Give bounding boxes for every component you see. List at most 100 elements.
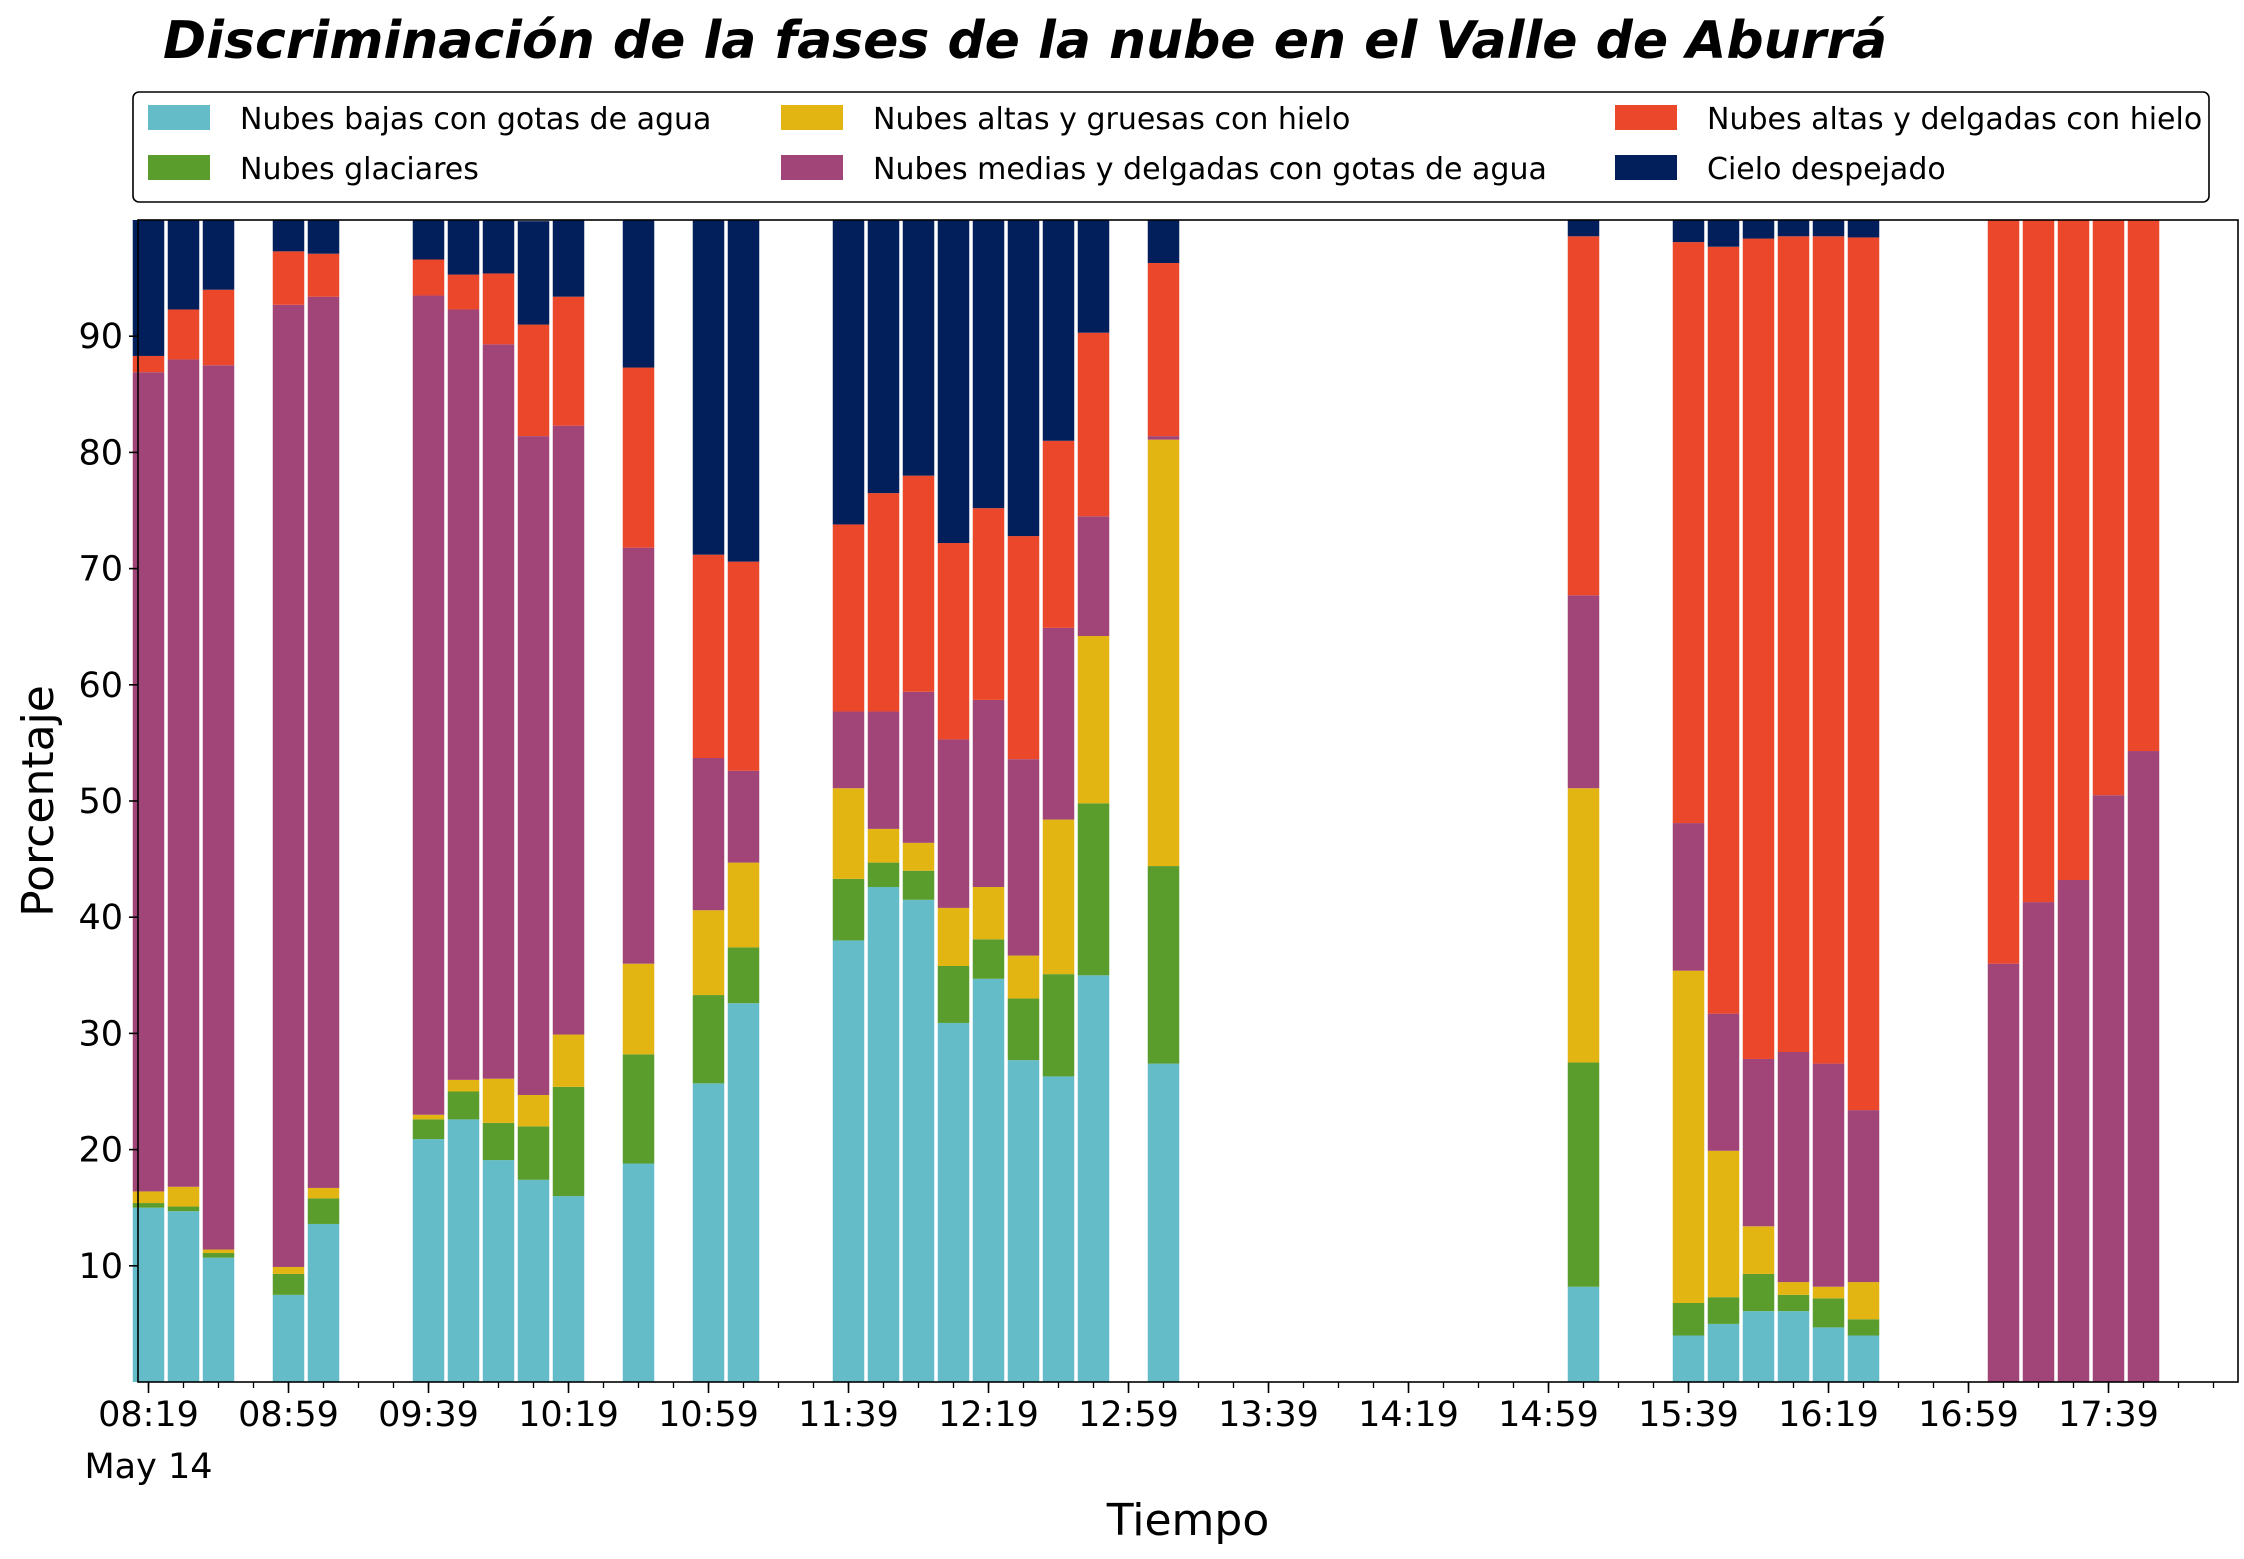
bar-segment-0819-s4 xyxy=(132,355,165,373)
bar-segment-1629-s0 xyxy=(1847,1335,1880,1382)
bar-segment-1249-s1 xyxy=(1077,803,1110,976)
bar-segment-0839-s5 xyxy=(202,220,235,290)
y-tick-label: 10 xyxy=(78,1247,123,1287)
bar-segment-1209-s2 xyxy=(937,907,970,966)
y-tick-label: 60 xyxy=(78,666,123,706)
x-tick-label: 13:39 xyxy=(1218,1395,1319,1435)
legend-swatch-0 xyxy=(148,105,210,130)
bar-segment-1239-s1 xyxy=(1042,974,1075,1077)
bar-segment-1239-s4 xyxy=(1042,440,1075,628)
y-tick-label: 20 xyxy=(78,1131,123,1171)
bar-segment-0949-s0 xyxy=(447,1119,480,1382)
bar-segment-0949-s3 xyxy=(447,309,480,1080)
bar-segment-0839-s4 xyxy=(202,289,235,366)
bar-segment-1309-s1 xyxy=(1147,866,1180,1064)
legend-label-4: Nubes altas y delgadas con hielo xyxy=(1707,102,2202,137)
x-tick-label: 09:39 xyxy=(378,1395,479,1435)
bar-segment-1229-s4 xyxy=(1007,536,1040,760)
bar-segment-1229-s3 xyxy=(1007,759,1040,956)
bar-segment-0859-s0 xyxy=(272,1294,305,1382)
bar-segment-1729-s4 xyxy=(2057,220,2090,881)
bar-segment-1229-s0 xyxy=(1007,1060,1040,1382)
bar-segment-1539-s5 xyxy=(1672,220,1705,243)
bar-segment-1039-s5 xyxy=(622,220,655,368)
x-tick-label: 12:59 xyxy=(1078,1395,1179,1435)
bar-segment-1549-s2 xyxy=(1707,1150,1740,1298)
legend-label-2: Nubes altas y gruesas con hielo xyxy=(873,102,1350,137)
bar-segment-1059-s4 xyxy=(692,554,725,759)
bar-segment-0859-s5 xyxy=(272,220,305,252)
bar-segment-0909-s5 xyxy=(307,220,340,254)
legend-swatch-3 xyxy=(781,155,843,180)
bar-segment-1609-s5 xyxy=(1777,220,1810,237)
bar-segment-1239-s5 xyxy=(1042,220,1075,441)
x-tick-label: 08:59 xyxy=(238,1395,339,1435)
bar-segment-0959-s4 xyxy=(482,273,515,345)
bar-segment-1149-s0 xyxy=(867,886,900,1382)
bar-segment-1149-s5 xyxy=(867,220,900,494)
bar-segment-1509-s1 xyxy=(1567,1062,1600,1287)
bar-segment-1309-s2 xyxy=(1147,439,1180,867)
bar-segment-1159-s0 xyxy=(902,899,935,1382)
bar-segment-1219-s0 xyxy=(972,978,1005,1382)
bar-segment-0939-s1 xyxy=(412,1119,445,1140)
bar-segment-1159-s3 xyxy=(902,691,935,843)
bar-segment-1009-s2 xyxy=(517,1094,550,1127)
bar-segment-1059-s0 xyxy=(692,1083,725,1382)
bar-segment-1559-s1 xyxy=(1742,1273,1775,1312)
bar-segment-1019-s5 xyxy=(552,220,585,297)
bar-segment-1309-s5 xyxy=(1147,220,1180,263)
bar-segment-0939-s2 xyxy=(412,1114,445,1120)
bar-segment-1609-s1 xyxy=(1777,1294,1810,1312)
x-tick-label: 10:19 xyxy=(518,1395,619,1435)
bar-segment-1229-s5 xyxy=(1007,220,1040,537)
x-tick-label: 17:39 xyxy=(2058,1395,2159,1435)
bar-segment-1139-s2 xyxy=(832,788,865,879)
bar-segment-1039-s4 xyxy=(622,367,655,548)
bar-segment-1609-s2 xyxy=(1777,1282,1810,1295)
bar-segment-1219-s3 xyxy=(972,699,1005,887)
bar-segment-1219-s1 xyxy=(972,939,1005,979)
bar-segment-1509-s2 xyxy=(1567,788,1600,1063)
bar-segment-1209-s3 xyxy=(937,739,970,908)
bar-segment-0949-s5 xyxy=(447,220,480,275)
bar-segment-1239-s3 xyxy=(1042,627,1075,820)
bar-segment-1149-s4 xyxy=(867,493,900,712)
bar-segment-1159-s5 xyxy=(902,220,935,476)
bar-segment-0939-s0 xyxy=(412,1139,445,1382)
bar-segment-1239-s0 xyxy=(1042,1076,1075,1382)
bar-segment-1139-s3 xyxy=(832,711,865,789)
bar-segment-1209-s5 xyxy=(937,220,970,544)
x-tick-label: 08:19 xyxy=(98,1395,199,1435)
bars-group xyxy=(132,220,2160,1382)
bar-segment-0859-s1 xyxy=(272,1273,305,1295)
bar-segment-1619-s0 xyxy=(1812,1327,1845,1382)
bar-segment-1219-s2 xyxy=(972,886,1005,940)
bar-segment-1509-s5 xyxy=(1567,220,1600,237)
bar-segment-1559-s4 xyxy=(1742,238,1775,1059)
bar-segment-1039-s3 xyxy=(622,547,655,964)
bar-segment-1149-s2 xyxy=(867,828,900,863)
bar-segment-1629-s5 xyxy=(1847,220,1880,238)
bar-segment-1549-s3 xyxy=(1707,1013,1740,1151)
bar-segment-1009-s3 xyxy=(517,436,550,1095)
bar-segment-0909-s1 xyxy=(307,1198,340,1224)
bar-segment-1749-s3 xyxy=(2127,751,2160,1382)
bar-segment-1719-s3 xyxy=(2022,902,2055,1382)
bar-segment-1549-s4 xyxy=(1707,246,1740,1014)
bar-segment-1209-s4 xyxy=(937,543,970,740)
bar-segment-1229-s2 xyxy=(1007,955,1040,999)
y-tick-label: 80 xyxy=(78,433,123,473)
x-tick-label: 11:39 xyxy=(798,1395,899,1435)
bar-segment-1009-s0 xyxy=(517,1179,550,1382)
bar-segment-1159-s2 xyxy=(902,842,935,871)
bar-segment-1709-s3 xyxy=(1987,963,2020,1382)
x-tick-label: 15:39 xyxy=(1638,1395,1739,1435)
bar-segment-1309-s3 xyxy=(1147,436,1180,440)
bar-segment-1509-s4 xyxy=(1567,236,1600,596)
y-tick-label: 90 xyxy=(78,317,123,357)
bar-segment-0819-s1 xyxy=(132,1203,165,1208)
bar-segment-0939-s4 xyxy=(412,259,445,296)
x-tick-label: 10:59 xyxy=(658,1395,759,1435)
bar-segment-1509-s3 xyxy=(1567,595,1600,789)
